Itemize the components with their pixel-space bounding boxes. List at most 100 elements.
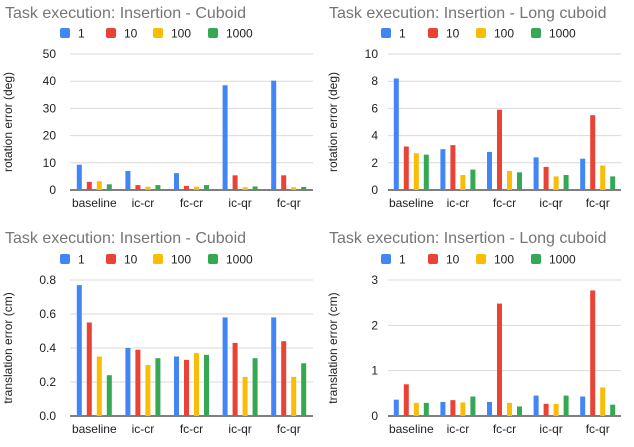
legend-item-1000[interactable]: 1000 (208, 27, 253, 41)
bar-fc-qr-100[interactable] (600, 387, 606, 416)
bar-ic-qr-100[interactable] (553, 176, 559, 190)
bar-baseline-1[interactable] (76, 164, 82, 190)
bar-fc-qr-1000[interactable] (610, 404, 616, 416)
bar-baseline-10[interactable] (86, 181, 92, 190)
bar-ic-qr-1000[interactable] (252, 186, 258, 190)
y-tick-label: 4 (371, 129, 378, 143)
bar-ic-qr-1[interactable] (222, 317, 228, 416)
bar-baseline-1[interactable] (393, 399, 399, 416)
bar-ic-cr-100[interactable] (460, 175, 466, 190)
bar-ic-qr-10[interactable] (232, 175, 238, 190)
bar-fc-qr-10[interactable] (281, 341, 287, 416)
bar-baseline-1000[interactable] (106, 184, 112, 190)
bar-ic-qr-100[interactable] (242, 376, 248, 416)
bar-fc-qr-1[interactable] (271, 317, 277, 416)
bar-fc-cr-1[interactable] (487, 401, 492, 416)
bar-baseline-10[interactable] (86, 322, 92, 417)
bar-baseline-100[interactable] (96, 181, 102, 190)
bar-fc-cr-10[interactable] (497, 303, 502, 416)
bar-baseline-1000[interactable] (423, 154, 429, 190)
bar-baseline-100[interactable] (413, 402, 419, 416)
bar-baseline-100[interactable] (96, 356, 102, 417)
bar-fc-cr-1[interactable] (174, 173, 179, 190)
bar-ic-cr-100[interactable] (145, 365, 151, 416)
bar-baseline-1[interactable] (393, 78, 399, 190)
bar-baseline-10[interactable] (403, 384, 409, 416)
bar-ic-cr-1000[interactable] (470, 396, 476, 416)
bar-ic-qr-10[interactable] (232, 342, 238, 416)
legend-item-1[interactable]: 1 (60, 27, 85, 41)
legend-item-10[interactable]: 10 (106, 27, 138, 41)
bar-fc-cr-10[interactable] (497, 109, 502, 190)
bar-ic-cr-1[interactable] (440, 149, 446, 190)
bar-ic-cr-10[interactable] (135, 185, 141, 190)
bar-ic-qr-10[interactable] (543, 403, 549, 416)
legend-item-100[interactable]: 100 (153, 27, 191, 41)
bar-ic-qr-100[interactable] (553, 403, 559, 416)
bar-fc-cr-10[interactable] (184, 359, 189, 416)
bar-fc-qr-100[interactable] (600, 165, 606, 190)
bar-fc-qr-1[interactable] (580, 396, 586, 416)
bar-ic-qr-1[interactable] (222, 85, 228, 190)
bar-ic-cr-1[interactable] (440, 401, 446, 416)
legend-item-100[interactable]: 100 (476, 27, 514, 41)
legend-item-1000[interactable]: 1000 (531, 253, 576, 267)
bar-fc-qr-100[interactable] (291, 376, 297, 416)
bar-ic-qr-1[interactable] (533, 395, 539, 416)
x-tick-label: ic-qr (539, 422, 562, 436)
bar-baseline-100[interactable] (413, 153, 419, 190)
legend-item-10[interactable]: 10 (106, 253, 138, 267)
bar-ic-cr-1000[interactable] (155, 185, 161, 190)
bar-fc-cr-100[interactable] (194, 186, 199, 190)
bar-ic-cr-100[interactable] (460, 402, 466, 416)
bar-ic-cr-1000[interactable] (470, 169, 476, 190)
bar-fc-cr-1000[interactable] (517, 172, 522, 190)
bar-ic-cr-10[interactable] (450, 145, 456, 190)
legend-item-1000[interactable]: 1000 (208, 253, 253, 267)
bar-ic-cr-10[interactable] (450, 400, 456, 416)
bar-fc-qr-10[interactable] (281, 175, 287, 190)
bar-fc-cr-1000[interactable] (204, 354, 209, 416)
bar-baseline-1000[interactable] (423, 402, 429, 416)
bar-fc-qr-10[interactable] (590, 115, 596, 190)
bar-fc-qr-100[interactable] (291, 187, 297, 190)
bar-ic-cr-10[interactable] (135, 349, 141, 416)
bar-fc-qr-10[interactable] (590, 290, 596, 416)
bar-fc-qr-1[interactable] (580, 158, 586, 190)
legend-item-10[interactable]: 10 (428, 253, 460, 267)
bar-baseline-10[interactable] (403, 146, 409, 190)
bar-baseline-1[interactable] (76, 285, 82, 416)
legend-swatch (106, 28, 116, 38)
bar-ic-qr-1000[interactable] (252, 358, 258, 416)
legend-item-1[interactable]: 1 (60, 253, 85, 267)
bar-fc-qr-1000[interactable] (301, 363, 307, 416)
legend-item-1[interactable]: 1 (381, 253, 406, 267)
bar-fc-qr-1[interactable] (271, 80, 277, 190)
bar-fc-cr-100[interactable] (194, 353, 199, 416)
legend-item-100[interactable]: 100 (153, 253, 191, 267)
bar-fc-cr-10[interactable] (184, 185, 189, 190)
bar-ic-qr-10[interactable] (543, 166, 549, 190)
legend-item-100[interactable]: 100 (476, 253, 514, 267)
bar-ic-qr-1000[interactable] (563, 175, 569, 190)
bar-ic-cr-1[interactable] (125, 170, 131, 190)
bar-fc-cr-1000[interactable] (204, 185, 209, 190)
bar-fc-cr-1[interactable] (174, 356, 179, 417)
bar-ic-cr-1000[interactable] (155, 358, 161, 416)
bar-ic-qr-100[interactable] (242, 187, 248, 190)
bar-ic-cr-100[interactable] (145, 186, 151, 190)
bar-fc-cr-100[interactable] (507, 170, 512, 190)
bar-fc-cr-1[interactable] (487, 151, 492, 190)
legend-item-1[interactable]: 1 (381, 27, 406, 41)
bar-baseline-1000[interactable] (106, 375, 112, 416)
y-tick-label: 10 (43, 156, 57, 170)
legend-item-1000[interactable]: 1000 (531, 27, 576, 41)
bar-fc-cr-1000[interactable] (517, 406, 522, 416)
bar-ic-cr-1[interactable] (125, 348, 131, 416)
bar-fc-cr-100[interactable] (507, 402, 512, 416)
legend-item-10[interactable]: 10 (428, 27, 460, 41)
bar-ic-qr-1000[interactable] (563, 395, 569, 416)
bar-fc-qr-1000[interactable] (610, 176, 616, 190)
bar-fc-qr-1000[interactable] (301, 187, 307, 190)
bar-ic-qr-1[interactable] (533, 157, 539, 190)
